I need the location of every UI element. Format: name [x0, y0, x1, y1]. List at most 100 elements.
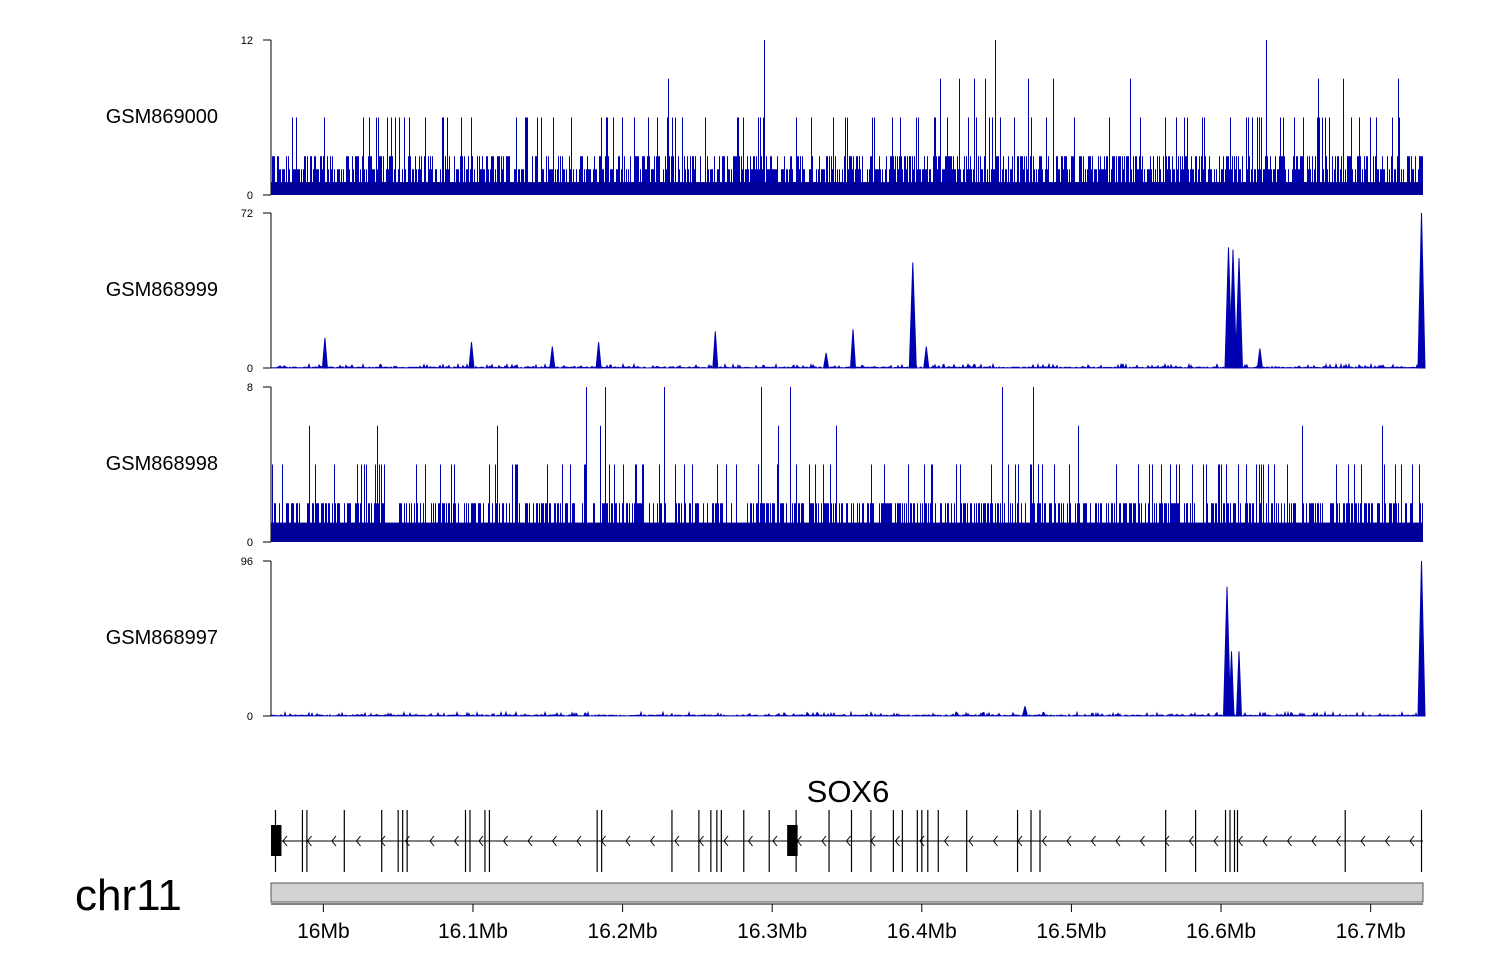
x-tick-label: 16.7Mb — [1336, 920, 1406, 943]
x-tick-label: 16.3Mb — [737, 920, 807, 943]
strand-chevron — [723, 835, 729, 847]
coverage-floor — [271, 522, 1423, 542]
strand-chevron — [1360, 835, 1366, 847]
x-tick-label: 16.4Mb — [887, 920, 957, 943]
signal-tracks: GSM869000120GSM868999720GSM86899880GSM86… — [106, 35, 1426, 723]
signal-peak — [595, 342, 602, 369]
strand-chevron — [1311, 835, 1317, 847]
track-name: GSM869000 — [106, 106, 218, 128]
coverage-floor — [271, 182, 1423, 195]
signal-peak — [712, 331, 719, 369]
signal-peak — [908, 262, 917, 369]
chromosome-band — [270, 882, 1424, 903]
strand-chevron — [1335, 835, 1341, 847]
strand-chevron — [1384, 835, 1390, 847]
strand-chevron — [1237, 835, 1243, 847]
track-GSM868997: GSM868997 96 0 — [106, 556, 1426, 723]
signal-peak — [1417, 212, 1426, 369]
signal-peak — [321, 337, 328, 369]
signal-peak — [1228, 651, 1235, 717]
signal-peak — [1021, 706, 1029, 717]
x-tick-label: 16.1Mb — [438, 920, 508, 943]
y-tick-label-max: 72 — [241, 208, 253, 220]
coding-block — [271, 825, 282, 856]
strand-chevron — [772, 835, 778, 847]
chromosome-label: chr11 — [75, 871, 182, 920]
x-tick-label: 16.6Mb — [1186, 920, 1256, 943]
strand-chevron — [502, 835, 508, 847]
track-name: GSM868999 — [106, 279, 218, 301]
coverage-bars — [271, 40, 1423, 195]
x-tick-label: 16.2Mb — [588, 920, 658, 943]
strand-chevron — [1139, 835, 1145, 847]
strand-chevron — [282, 835, 288, 847]
signal-peak — [923, 346, 930, 369]
y-tick-label-min: 0 — [247, 537, 253, 549]
strand-chevron — [1213, 835, 1219, 847]
strand-chevron — [1066, 835, 1072, 847]
strand-chevron — [649, 835, 655, 847]
coding-block — [787, 825, 798, 856]
strand-chevron — [943, 835, 949, 847]
strand-chevron — [894, 835, 900, 847]
signal-peak — [1234, 258, 1244, 369]
strand-chevron — [551, 835, 557, 847]
x-tick-label: 16Mb — [297, 920, 350, 943]
track-GSM868998: GSM868998 8 0 — [106, 382, 1423, 549]
strand-chevron — [404, 835, 410, 847]
signal-peak — [1228, 249, 1238, 369]
strand-chevron — [1041, 835, 1047, 847]
y-tick-label-min: 0 — [247, 363, 253, 375]
strand-chevron — [919, 835, 925, 847]
strand-chevron — [747, 835, 753, 847]
signal-peak — [549, 346, 556, 369]
strand-chevron — [576, 835, 582, 847]
strand-chevron — [968, 835, 974, 847]
y-tick-label-max: 12 — [241, 35, 253, 47]
strand-chevron — [1188, 835, 1194, 847]
y-tick-label-max: 96 — [241, 556, 253, 568]
strand-chevron — [845, 835, 851, 847]
signal-peak — [1235, 651, 1243, 717]
strand-chevron — [331, 835, 337, 847]
baseline-noise — [270, 362, 1424, 370]
gene-label: SOX6 — [807, 774, 890, 809]
strand-chevron — [698, 835, 704, 847]
y-tick-label-min: 0 — [247, 190, 253, 202]
strand-chevron — [1164, 835, 1170, 847]
strand-chevron — [429, 835, 435, 847]
coverage-bars — [271, 387, 1423, 542]
strand-chevron — [1090, 835, 1096, 847]
strand-chevron — [821, 835, 827, 847]
track-name: GSM868997 — [106, 627, 218, 649]
strand-chevron — [453, 835, 459, 847]
signal-peak — [849, 329, 857, 369]
strand-chevron — [380, 835, 386, 847]
signal-peak — [1222, 586, 1232, 717]
track-GSM869000: GSM869000 12 0 — [106, 35, 1423, 202]
strand-chevron — [527, 835, 533, 847]
genome-axis: 16Mb 16.1Mb 16.2Mb 16.3Mb 16.4Mb 16.5Mb 16.6Mb… — [271, 903, 1423, 943]
strand-chevron — [355, 835, 361, 847]
baseline-noise — [270, 710, 1424, 718]
strand-chevron — [1115, 835, 1121, 847]
ideogram: chr11 — [75, 871, 1424, 920]
signal-peak — [1417, 560, 1426, 717]
gene-track: SOX6 — [271, 774, 1423, 872]
strand-chevron — [992, 835, 998, 847]
signal-peak — [823, 352, 830, 369]
track-GSM868999: GSM868999 72 0 — [106, 208, 1426, 375]
strand-chevron — [625, 835, 631, 847]
signal-peak — [1256, 348, 1263, 369]
track-name: GSM868998 — [106, 453, 218, 475]
strand-chevron — [478, 835, 484, 847]
y-tick-label-max: 8 — [247, 382, 253, 394]
signal-peak — [468, 342, 475, 369]
strand-chevron — [1262, 835, 1268, 847]
x-tick-label: 16.5Mb — [1036, 920, 1106, 943]
strand-chevron — [1409, 835, 1415, 847]
strand-chevron — [1286, 835, 1292, 847]
strand-chevron — [674, 835, 680, 847]
y-tick-label-min: 0 — [247, 711, 253, 723]
